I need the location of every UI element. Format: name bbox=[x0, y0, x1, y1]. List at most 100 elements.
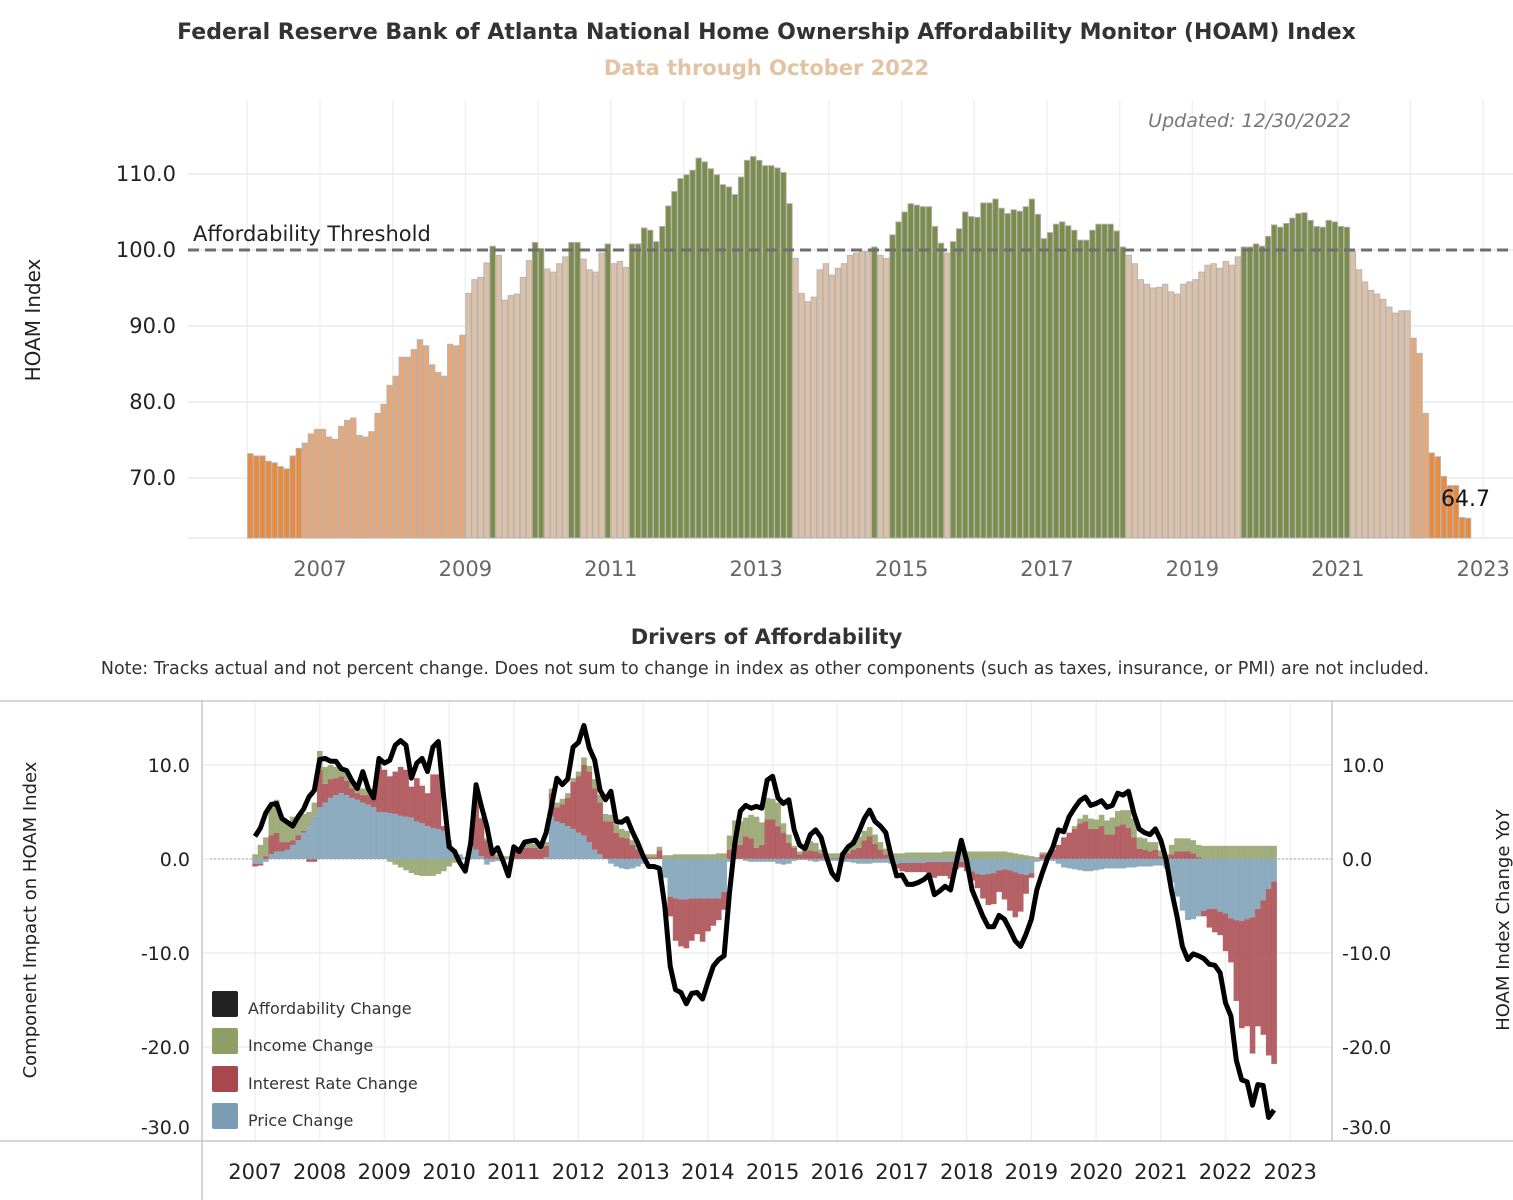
income-change-bar bbox=[284, 823, 291, 843]
price-change-bar bbox=[295, 840, 302, 859]
interest-rate-change-bar bbox=[1044, 854, 1051, 859]
interest-rate-change-bar bbox=[1260, 900, 1267, 1035]
hoam-bar bbox=[1198, 271, 1205, 539]
income-change-bar bbox=[645, 854, 652, 858]
interest-rate-change-bar bbox=[796, 854, 803, 859]
legend-item-income-change[interactable]: Income Change bbox=[212, 1028, 373, 1055]
income-change-bar bbox=[457, 859, 463, 860]
income-change-bar bbox=[1141, 838, 1148, 850]
interest-rate-change-bar bbox=[877, 849, 884, 859]
x-tick-label: 2017 bbox=[875, 1160, 928, 1184]
legend-label: Interest Rate Change bbox=[248, 1073, 418, 1093]
x-tick-label: 2015 bbox=[875, 557, 928, 581]
hoam-bar bbox=[1307, 219, 1314, 539]
income-change-bar bbox=[559, 798, 566, 805]
price-change-bar bbox=[759, 859, 765, 862]
interest-rate-change-bar bbox=[791, 847, 798, 859]
interest-rate-change-bar bbox=[349, 788, 355, 798]
income-change-bar bbox=[726, 835, 733, 850]
legend-item-interest-rate-change[interactable]: Interest Rate Change bbox=[212, 1066, 418, 1093]
interest-rate-change-bar bbox=[769, 819, 776, 859]
hoam-bar bbox=[1131, 263, 1139, 539]
hoam-bar bbox=[931, 225, 939, 539]
interest-rate-change-bar bbox=[300, 830, 307, 833]
hoam-bar bbox=[1295, 213, 1302, 539]
income-change-bar bbox=[1077, 818, 1083, 824]
income-change-bar bbox=[516, 846, 523, 850]
hoam-bar bbox=[992, 198, 999, 539]
income-change-bar bbox=[861, 830, 868, 841]
income-change-bar bbox=[430, 859, 436, 876]
income-change-bar bbox=[705, 854, 711, 859]
legend-swatch bbox=[212, 1066, 238, 1092]
hoam-bar bbox=[362, 436, 369, 539]
hoam-bar bbox=[265, 460, 272, 539]
price-change-bar bbox=[877, 859, 884, 863]
hoam-bar bbox=[937, 242, 945, 539]
hoam-bar bbox=[356, 434, 363, 539]
interest-rate-change-bar bbox=[370, 797, 377, 808]
price-change-bar bbox=[403, 816, 409, 859]
interest-rate-change-bar bbox=[786, 843, 792, 859]
interest-rate-change-bar bbox=[872, 843, 878, 859]
income-change-bar bbox=[322, 766, 328, 784]
hoam-bar bbox=[586, 269, 593, 539]
interest-rate-change-bar bbox=[1201, 910, 1207, 917]
income-change-bar bbox=[565, 793, 571, 798]
income-change-bar bbox=[953, 851, 959, 859]
interest-rate-change-bar bbox=[575, 776, 582, 833]
price-change-bar bbox=[667, 859, 674, 897]
price-change-bar bbox=[1023, 859, 1029, 875]
interest-rate-change-bar bbox=[726, 849, 733, 859]
hoam-bar bbox=[792, 257, 799, 539]
interest-rate-change-bar bbox=[807, 850, 814, 859]
price-change-bar bbox=[726, 859, 733, 862]
hoam-bar bbox=[1392, 312, 1399, 539]
hoam-bar bbox=[786, 203, 793, 539]
price-change-bar bbox=[996, 859, 1002, 871]
price-change-bar bbox=[489, 859, 496, 862]
price-change-bar bbox=[893, 859, 900, 864]
interest-rate-change-bar bbox=[489, 854, 496, 859]
interest-rate-change-bar bbox=[759, 844, 765, 859]
income-change-bar bbox=[1179, 838, 1186, 852]
hoam-bar bbox=[689, 169, 696, 539]
price-change-bar bbox=[694, 859, 701, 899]
income-change-bar bbox=[947, 851, 954, 859]
hoam-bar bbox=[1089, 229, 1096, 539]
legend-item-affordability-change[interactable]: Affordability Change bbox=[212, 991, 412, 1018]
income-change-bar bbox=[1228, 845, 1234, 859]
interest-rate-change-bar bbox=[705, 898, 711, 932]
income-change-bar bbox=[1131, 818, 1137, 838]
price-change-bar bbox=[462, 857, 469, 859]
interest-rate-change-bar bbox=[742, 836, 749, 859]
interest-rate-change-bar bbox=[942, 861, 949, 876]
price-change-bar bbox=[1131, 859, 1137, 868]
hoam-bar bbox=[634, 243, 642, 539]
income-change-bar bbox=[1249, 845, 1256, 859]
interest-rate-change-bar bbox=[376, 766, 382, 812]
hoam-bar bbox=[1168, 291, 1175, 539]
interest-rate-change-bar bbox=[1017, 874, 1024, 912]
left-y-tick-label: -10.0 bbox=[141, 943, 190, 965]
hoam-bar bbox=[519, 276, 527, 539]
interest-rate-change-bar bbox=[1061, 837, 1067, 859]
hoam-bar bbox=[919, 206, 926, 539]
left-y-axis-title: Component Impact on HOAM Index bbox=[20, 761, 41, 1078]
interest-rate-change-bar bbox=[392, 771, 399, 814]
interest-rate-change-bar bbox=[570, 781, 577, 829]
hoam-bar bbox=[725, 186, 733, 539]
hoam-bar bbox=[756, 159, 763, 539]
income-change-bar bbox=[656, 846, 663, 851]
legend-item-price-change[interactable]: Price Change bbox=[212, 1103, 353, 1130]
income-change-bar bbox=[1125, 810, 1132, 828]
income-change-bar bbox=[575, 771, 582, 777]
interest-rate-change-bar bbox=[1190, 853, 1197, 859]
price-change-bar bbox=[252, 859, 258, 864]
x-tick-label: 2009 bbox=[358, 1160, 411, 1184]
income-change-bar bbox=[850, 840, 857, 850]
interest-rate-change-bar bbox=[958, 861, 965, 868]
hoam-bar bbox=[647, 229, 654, 539]
hoam-bar bbox=[828, 274, 836, 539]
hoam-bar bbox=[749, 156, 757, 539]
